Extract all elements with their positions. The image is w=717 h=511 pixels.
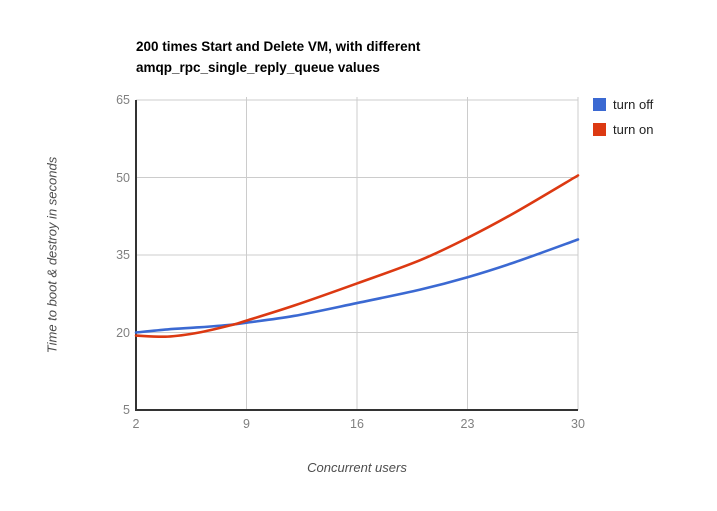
gridlines <box>136 97 579 410</box>
legend-label-turn-off: turn off <box>613 97 654 112</box>
legend-item-turn-off: turn off <box>593 97 654 112</box>
x-tick-label: 30 <box>571 417 585 431</box>
chart-title: 200 times Start and Delete VM, with diff… <box>136 36 420 78</box>
axis-lines <box>135 100 578 411</box>
y-tick-label: 35 <box>116 248 130 262</box>
y-tick-label: 5 <box>123 403 130 417</box>
series-line-turn-off <box>134 238 580 334</box>
y-axis-title: Time to boot & destroy in seconds <box>44 156 60 354</box>
chart-title-line-2: amqp_rpc_single_reply_queue values <box>136 60 380 75</box>
x-tick-label: 2 <box>132 417 140 431</box>
x-tick-label: 23 <box>460 417 475 431</box>
legend: turn off turn on <box>593 97 654 148</box>
x-tick-label: 16 <box>350 417 364 431</box>
y-tick-label: 65 <box>116 93 130 107</box>
legend-item-turn-on: turn on <box>593 122 654 137</box>
chart-title-line-1: 200 times Start and Delete VM, with diff… <box>136 39 421 54</box>
legend-label-turn-on: turn on <box>613 122 654 137</box>
legend-swatch-turn-on <box>593 123 606 136</box>
x-axis-title: Concurrent users <box>307 460 407 475</box>
y-tick-label: 20 <box>116 325 130 340</box>
series-line-turn-on <box>134 174 580 339</box>
y-tick-label: 50 <box>116 170 130 185</box>
series-lines <box>134 174 580 339</box>
legend-swatch-turn-off <box>593 98 606 111</box>
x-tick-label: 9 <box>243 417 250 431</box>
